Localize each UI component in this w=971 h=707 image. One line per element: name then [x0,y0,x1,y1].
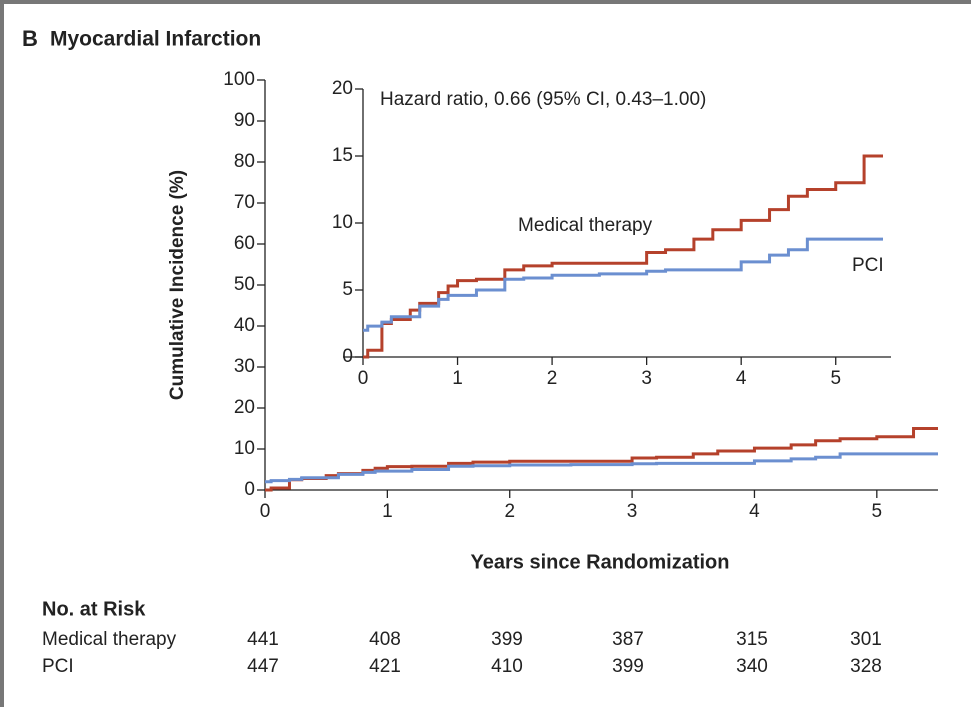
y-tick-label: 5 [342,279,353,300]
risk-value: 328 [850,656,882,677]
y-tick-label: 90 [234,110,255,131]
x-tick-label: 4 [736,368,747,389]
x-tick-label: 4 [749,501,760,522]
risk-value: 315 [736,629,768,650]
y-tick-label: 0 [244,479,255,500]
series-line [265,452,938,484]
risk-table-title: No. at Risk [42,598,146,620]
x-tick-label: 1 [452,368,463,389]
series-label: PCI [852,255,884,276]
panel-title: Myocardial Infarction [50,28,261,51]
x-axis-label: Years since Randomization [471,551,730,573]
risk-value: 340 [736,656,768,677]
risk-value: 441 [247,629,279,650]
y-tick-label: 60 [234,233,255,254]
y-tick-label: 40 [234,315,255,336]
y-tick-label: 0 [342,346,353,367]
y-tick-label: 30 [234,356,255,377]
x-tick-label: 3 [641,368,652,389]
series-line [363,154,883,359]
y-tick-label: 100 [223,69,255,90]
risk-value: 408 [369,629,401,650]
risk-value: 387 [612,629,644,650]
annotation: Hazard ratio, 0.66 (95% CI, 0.43–1.00) [380,89,706,110]
risk-row-label: Medical therapy [42,629,177,650]
y-tick-label: 10 [234,438,255,459]
y-tick-label: 20 [234,397,255,418]
x-tick-label: 5 [830,368,841,389]
y-tick-label: 70 [234,192,255,213]
risk-value: 301 [850,629,882,650]
panel-label: B [22,26,38,51]
risk-value: 410 [491,656,523,677]
x-tick-label: 2 [547,368,558,389]
series-label: Medical therapy [518,215,653,236]
y-tick-label: 15 [332,145,353,166]
x-tick-label: 0 [260,501,271,522]
x-tick-label: 0 [358,368,369,389]
y-tick-label: 80 [234,151,255,172]
risk-row-label: PCI [42,656,74,677]
risk-value: 421 [369,656,401,677]
series-line [363,237,883,332]
risk-value: 399 [612,656,644,677]
risk-value: 447 [247,656,279,677]
series-line [265,427,938,492]
risk-value: 399 [491,629,523,650]
x-tick-label: 2 [504,501,515,522]
y-tick-label: 20 [332,78,353,99]
y-tick-label: 10 [332,212,353,233]
x-tick-label: 3 [627,501,638,522]
x-tick-label: 1 [382,501,393,522]
y-axis-label: Cumulative Incidence (%) [167,170,188,400]
x-tick-label: 5 [872,501,883,522]
y-tick-label: 50 [234,274,255,295]
